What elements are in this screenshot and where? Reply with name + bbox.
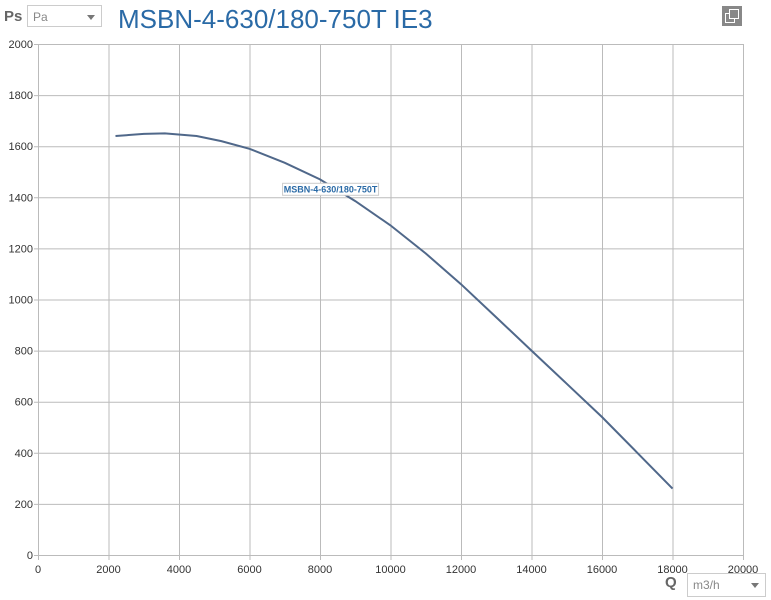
y-tick-label: 200 — [15, 499, 33, 511]
chevron-down-icon — [751, 583, 759, 588]
copy-icon[interactable] — [722, 6, 742, 26]
y-tick-label: 400 — [15, 448, 33, 460]
x-tick-label: 8000 — [308, 564, 332, 576]
y-tick-label: 1200 — [9, 243, 33, 255]
x-tick-label: 14000 — [516, 564, 547, 576]
y-tick-label: 1000 — [9, 295, 33, 307]
x-tick-label: 4000 — [167, 564, 191, 576]
x-tick-label: 18000 — [657, 564, 688, 576]
series-line — [115, 132, 674, 490]
annotation-box — [282, 182, 380, 196]
y-tick-label: 1400 — [9, 192, 33, 204]
y-tick-label: 2000 — [9, 39, 33, 51]
x-tick-label: 2000 — [96, 564, 120, 576]
y-unit-value: Pa — [33, 10, 48, 24]
y-tick-label: 800 — [15, 346, 33, 358]
x-axis-title: Q — [665, 574, 677, 591]
x-tick-label: 0 — [35, 564, 41, 576]
chevron-down-icon — [87, 15, 95, 20]
x-tick-label: 12000 — [446, 564, 477, 576]
y-unit-select[interactable]: Pa — [27, 5, 102, 27]
x-tick-label: 16000 — [587, 564, 618, 576]
y-tick-label: 0 — [27, 550, 33, 562]
y-tick-label: 600 — [15, 397, 33, 409]
chart-title: MSBN-4-630/180-750T IE3 — [118, 4, 433, 34]
y-tick-label: 1800 — [9, 90, 33, 102]
y-axis-title: Ps — [4, 8, 23, 25]
x-unit-select[interactable]: m3/h — [687, 573, 766, 597]
annotation-label: MSBN-4-630/180-750T — [284, 184, 378, 194]
x-tick-label: 6000 — [237, 564, 261, 576]
y-tick-label: 1600 — [9, 141, 33, 153]
x-tick-label: 10000 — [375, 564, 406, 576]
x-unit-value: m3/h — [693, 578, 720, 592]
